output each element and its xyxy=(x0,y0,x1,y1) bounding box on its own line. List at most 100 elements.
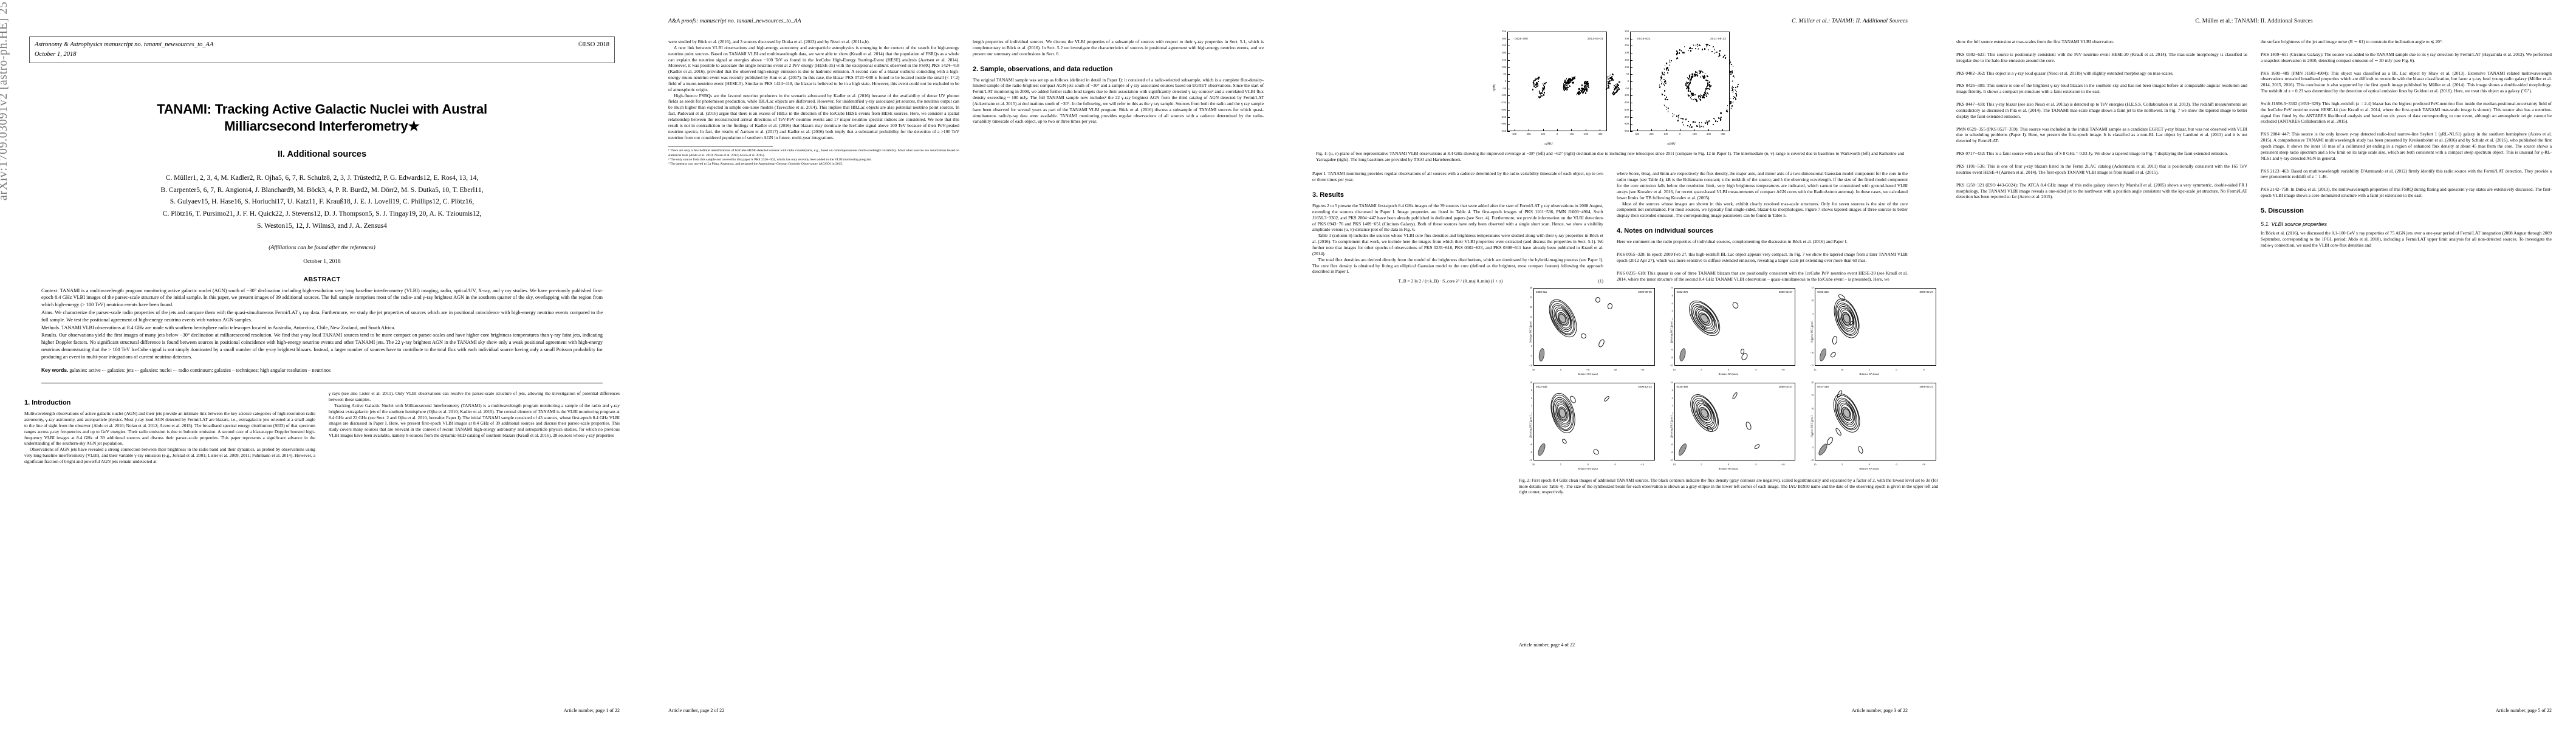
contour-grid-row-1: 0308-611 2009-09-05 Relative RA [mas] Relat… xyxy=(1519,286,1938,378)
figure-1-caption: Fig. 1: (u, v)-plane of two representati… xyxy=(1316,151,1904,162)
contour-outlying-blob xyxy=(1753,443,1761,450)
uv-data-point xyxy=(1669,61,1671,63)
uv-y-tick-label: 250 xyxy=(1625,44,1629,47)
uv-data-point xyxy=(1687,89,1690,92)
uv-y-tick-mark xyxy=(1507,131,1510,132)
contour-y-tick-label: 25 xyxy=(1529,296,1532,299)
contour-panel: 0412-536 2009-12-13 Relative RA [mas] Relat… xyxy=(1519,380,1657,473)
uv-data-point xyxy=(1727,105,1728,107)
uv-data-point xyxy=(1701,122,1702,123)
contour-source-name: 0412-536 xyxy=(1536,385,1547,388)
contour-source-name: 0308-611 xyxy=(1536,290,1547,293)
contour-x-tick-label: 15 xyxy=(1814,368,1817,371)
uv-y-tick-label: -100 xyxy=(1623,94,1629,97)
footnote-2: ² The only source from this sample not c… xyxy=(668,157,872,162)
contour-y-tick-label: -5 xyxy=(1811,445,1814,449)
uv-data-point xyxy=(1737,83,1739,86)
uv-x-tick-mark xyxy=(1722,129,1723,131)
page-footer-1: Article number, page 1 of 22 xyxy=(563,708,620,713)
contour-x-tick-label: -30 xyxy=(1640,368,1644,371)
uv-data-point xyxy=(1680,49,1682,52)
source-note-pks1258-321: PKS 1258−321 (ESO 443-G024): The ATCA 8.… xyxy=(1956,182,2247,200)
page4-column-1: show the full source extension at mas-sc… xyxy=(1956,39,2247,248)
uv-y-tick-label: 300 xyxy=(1502,36,1506,40)
contour-x-tick-label: -5 xyxy=(1755,368,1757,371)
contour-x-tick-label: 0 xyxy=(1587,463,1589,466)
title-line-1: TANAMI: Tracking Active Galactic Nuclei … xyxy=(157,101,487,117)
paper-page-1: arXiv:1709.03091v2 [astro-ph.HE] 25 Sep … xyxy=(0,0,644,729)
uv-data-point xyxy=(1537,80,1539,82)
contour-x-axis-label: Relative RA [mas] xyxy=(1577,467,1598,470)
uv-y-tick-label: 50 xyxy=(1626,72,1629,76)
footnote-3: ³ The antenna was moved to La Plata, Arg… xyxy=(668,162,843,166)
uv-x-tick-label: 0 xyxy=(1556,132,1558,135)
spacer xyxy=(1617,264,1908,270)
contour-y-tick-label: 5 xyxy=(1530,335,1532,338)
contour-x-tick-label: 0 xyxy=(1728,463,1730,466)
uv-data-point xyxy=(1577,93,1579,95)
contour-y-tick-label: 0 xyxy=(1812,433,1814,436)
page-title: TANAMI: Tracking Active Galactic Nuclei … xyxy=(67,101,577,135)
contour-x-tick-label: -5 xyxy=(1895,463,1898,466)
page2-column-2: length properties of individual sources.… xyxy=(973,39,1264,166)
uv-y-tick-mark xyxy=(1507,117,1510,118)
spacer xyxy=(1956,120,2247,126)
contour-outlying-blob xyxy=(1831,335,1838,345)
uv-data-point xyxy=(1680,117,1682,120)
uv-data-point xyxy=(1699,98,1701,101)
uv-data-point xyxy=(1720,54,1722,56)
uv-data-point xyxy=(1659,84,1660,86)
uv-data-point xyxy=(1695,98,1697,100)
uv-y-tick-mark xyxy=(1507,67,1510,68)
masthead-copyright: ©ESO 2018 xyxy=(578,41,609,48)
body-paragraph: Most of the sources whose images are sho… xyxy=(1617,200,1908,219)
uv-data-point xyxy=(1667,110,1669,112)
uv-y-tick-mark xyxy=(1507,124,1510,125)
uv-data-point xyxy=(1730,107,1732,109)
uv-data-point xyxy=(1702,70,1704,74)
uv-data-point xyxy=(1583,89,1586,92)
uv-data-point xyxy=(1694,47,1697,50)
contour-y-tick-label: 0 xyxy=(1530,420,1532,423)
contour-panel-frame xyxy=(1533,288,1655,366)
uv-data-point xyxy=(1704,49,1705,50)
contour-x-axis-label: Relative RA [mas] xyxy=(1859,372,1879,375)
uv-data-point xyxy=(1707,123,1708,125)
contour-y-tick-label: 10 xyxy=(1811,299,1814,303)
uv-data-point xyxy=(1728,62,1730,64)
uv-data-point xyxy=(1724,57,1727,60)
contour-outlying-blob xyxy=(1744,420,1752,431)
uv-data-point xyxy=(1727,108,1728,110)
uv-y-tick-label: -250 xyxy=(1623,115,1629,118)
page3-column-2: where Score, θmaj, and θmin are respecti… xyxy=(1617,171,1908,287)
author-list: C. Müller1, 2, 3, 4, M. Kadler2, R. Ojha… xyxy=(40,173,604,233)
contour-y-axis-label: Relative DEC [mas] xyxy=(1669,416,1673,437)
body-paragraph: In Böck et al. (2016), we discussed the … xyxy=(2261,230,2552,248)
uv-plot-frame xyxy=(1630,32,1739,131)
equation-number: (1) xyxy=(1598,278,1603,284)
contour-y-tick-label: 15 xyxy=(1529,315,1532,318)
uv-data-point xyxy=(1663,74,1665,76)
page1-column-2: γ rays (see also Lister et al. 2011). On… xyxy=(329,391,620,465)
uv-data-point xyxy=(1682,117,1684,120)
paper-page-4: C. Müller et al.: TANAMI: II. Additional… xyxy=(1932,0,2576,729)
uv-data-point xyxy=(1609,82,1611,85)
page4-column-2: the surface brightness of the jet and im… xyxy=(2261,39,2552,248)
section-heading-discussion: 5. Discussion xyxy=(2261,207,2304,214)
contour-y-axis-label: Relative DEC [mas] xyxy=(1529,321,1532,343)
contour-y-tick-label: 15 xyxy=(1811,394,1814,397)
uv-x-tick-mark xyxy=(1557,129,1558,131)
section-heading-results: 3. Results xyxy=(1312,191,1344,199)
uv-y-tick-label: 0 xyxy=(1504,80,1506,83)
uv-epoch-label: 2011-04-01 xyxy=(1587,38,1603,41)
contour-x-tick-label: -10 xyxy=(1781,463,1785,466)
subsection-heading-vlbi-source-properties: 5.1. VLBI source properties xyxy=(2261,221,2328,227)
uv-data-point xyxy=(1573,76,1575,78)
uv-data-point xyxy=(1701,75,1702,78)
contour-y-tick-label: -8 xyxy=(1671,451,1673,454)
contour-epoch-date: 2009-12-13 xyxy=(1638,385,1652,388)
uv-y-tick-label: 50 xyxy=(1503,72,1506,76)
uv-x-tick-label: 100 xyxy=(1663,132,1668,135)
uv-x-tick-mark xyxy=(1571,129,1572,131)
uv-data-point xyxy=(1663,94,1666,97)
